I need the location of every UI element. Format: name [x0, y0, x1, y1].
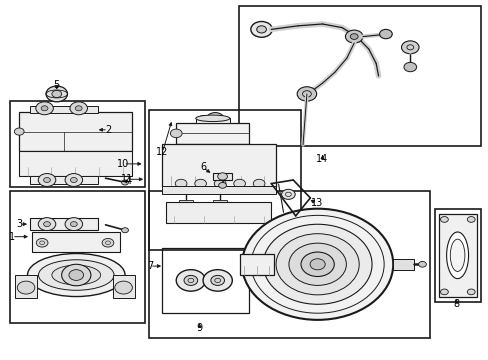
- Text: 1: 1: [9, 232, 15, 242]
- Circle shape: [256, 26, 266, 33]
- Circle shape: [41, 106, 48, 111]
- Text: 14: 14: [316, 154, 328, 164]
- Circle shape: [276, 234, 359, 295]
- Circle shape: [211, 117, 218, 122]
- FancyBboxPatch shape: [19, 150, 132, 176]
- Text: 2: 2: [104, 125, 111, 135]
- Circle shape: [288, 243, 346, 285]
- FancyBboxPatch shape: [113, 275, 135, 298]
- Text: 12: 12: [156, 147, 168, 157]
- Text: 9: 9: [196, 323, 203, 333]
- Circle shape: [440, 217, 447, 222]
- Circle shape: [203, 270, 232, 291]
- Circle shape: [175, 179, 186, 188]
- FancyBboxPatch shape: [176, 123, 249, 144]
- FancyBboxPatch shape: [19, 112, 132, 151]
- Circle shape: [301, 252, 334, 276]
- Circle shape: [440, 289, 447, 295]
- Ellipse shape: [449, 239, 464, 271]
- Circle shape: [297, 87, 316, 101]
- Ellipse shape: [446, 232, 468, 279]
- Circle shape: [467, 289, 474, 295]
- Circle shape: [43, 222, 50, 226]
- FancyBboxPatch shape: [212, 173, 232, 180]
- Circle shape: [17, 281, 35, 294]
- FancyBboxPatch shape: [30, 218, 98, 230]
- Circle shape: [38, 174, 56, 186]
- Circle shape: [206, 113, 224, 126]
- Circle shape: [65, 218, 82, 230]
- Circle shape: [38, 218, 56, 230]
- Circle shape: [115, 281, 132, 294]
- Circle shape: [52, 90, 61, 98]
- Circle shape: [14, 128, 24, 135]
- Circle shape: [418, 261, 426, 267]
- FancyBboxPatch shape: [32, 232, 120, 252]
- FancyBboxPatch shape: [30, 107, 98, 113]
- Text: 3: 3: [16, 219, 22, 229]
- FancyBboxPatch shape: [178, 200, 193, 205]
- Text: 10: 10: [117, 159, 129, 169]
- Text: 6: 6: [200, 162, 206, 172]
- FancyBboxPatch shape: [392, 259, 413, 270]
- FancyBboxPatch shape: [161, 186, 276, 194]
- FancyBboxPatch shape: [212, 200, 227, 205]
- FancyBboxPatch shape: [161, 144, 276, 187]
- Circle shape: [199, 116, 206, 121]
- FancyBboxPatch shape: [195, 118, 229, 123]
- Ellipse shape: [27, 253, 125, 297]
- Circle shape: [43, 177, 50, 183]
- Circle shape: [122, 180, 128, 185]
- FancyBboxPatch shape: [438, 214, 476, 297]
- Circle shape: [183, 275, 197, 285]
- Circle shape: [70, 102, 87, 115]
- Circle shape: [253, 179, 264, 188]
- FancyBboxPatch shape: [15, 275, 37, 298]
- Circle shape: [233, 179, 245, 188]
- Circle shape: [217, 173, 227, 180]
- Text: 13: 13: [310, 198, 322, 208]
- Circle shape: [309, 259, 325, 270]
- Circle shape: [379, 30, 391, 39]
- Circle shape: [242, 209, 392, 320]
- Circle shape: [214, 179, 225, 188]
- Circle shape: [102, 238, 114, 247]
- FancyBboxPatch shape: [166, 202, 271, 223]
- Circle shape: [401, 41, 418, 54]
- FancyBboxPatch shape: [239, 253, 273, 275]
- Circle shape: [345, 30, 362, 43]
- Circle shape: [263, 224, 371, 304]
- Circle shape: [61, 264, 91, 286]
- Circle shape: [36, 238, 48, 247]
- Circle shape: [65, 174, 82, 186]
- Circle shape: [403, 62, 416, 72]
- Text: 5: 5: [54, 80, 60, 90]
- Ellipse shape: [195, 115, 229, 122]
- Text: 8: 8: [453, 299, 459, 309]
- Circle shape: [69, 270, 83, 280]
- Ellipse shape: [39, 260, 114, 290]
- Circle shape: [70, 177, 77, 183]
- Circle shape: [176, 270, 205, 291]
- Circle shape: [250, 22, 272, 37]
- Circle shape: [170, 129, 182, 138]
- Circle shape: [194, 179, 206, 188]
- Circle shape: [75, 106, 82, 111]
- Circle shape: [46, 86, 67, 102]
- Circle shape: [218, 183, 226, 188]
- Circle shape: [349, 34, 357, 40]
- Circle shape: [467, 217, 474, 222]
- Circle shape: [70, 222, 77, 226]
- Circle shape: [281, 189, 295, 199]
- Ellipse shape: [52, 265, 101, 285]
- Circle shape: [36, 102, 53, 115]
- FancyBboxPatch shape: [30, 176, 98, 184]
- Circle shape: [210, 275, 224, 285]
- Circle shape: [122, 228, 128, 233]
- Text: 7: 7: [146, 261, 153, 271]
- Text: 11: 11: [121, 174, 133, 184]
- Text: 4: 4: [125, 176, 132, 186]
